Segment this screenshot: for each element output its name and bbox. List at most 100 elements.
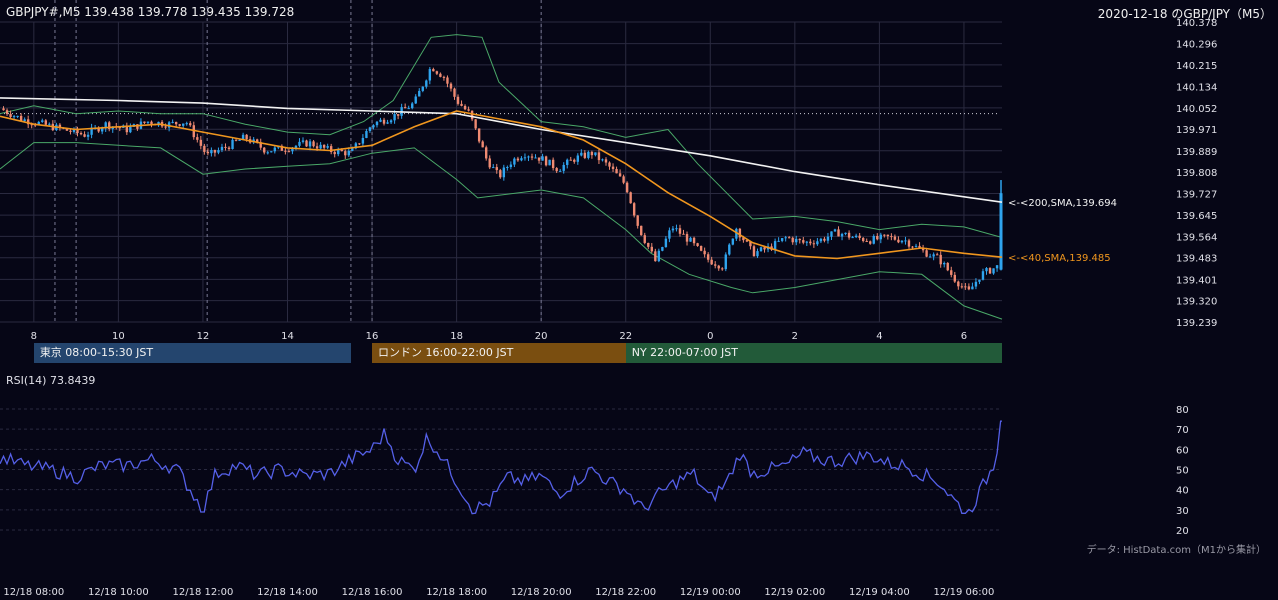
candle-body <box>516 158 520 161</box>
rsi-x-tick-label: 12/19 04:00 <box>849 587 910 598</box>
candle-body <box>37 121 40 125</box>
candle-body <box>819 238 823 242</box>
candle-body <box>854 235 858 238</box>
rsi-x-tick-label: 12/18 16:00 <box>342 587 403 598</box>
candle-body <box>992 268 995 274</box>
candle-body <box>488 158 491 168</box>
rsi-x-tick-label: 12/19 00:00 <box>680 587 741 598</box>
price-x-tick-label: 0 <box>707 331 713 342</box>
candle-body <box>329 146 333 153</box>
candle-body <box>939 254 942 265</box>
candle-body <box>495 167 498 171</box>
rsi-tick-label: 20 <box>1176 526 1189 537</box>
candle-body <box>492 167 495 169</box>
candle-body <box>703 250 706 255</box>
candle-body <box>731 238 735 245</box>
candle-body <box>203 145 206 152</box>
rsi-tick-label: 40 <box>1176 486 1189 497</box>
candle-body <box>26 119 30 125</box>
price-tick-label: 139.727 <box>1176 189 1217 200</box>
candle-body <box>594 152 597 156</box>
candle-body <box>79 133 83 135</box>
candle-body <box>784 237 787 239</box>
candle-body <box>650 246 653 252</box>
candle-body <box>622 176 625 183</box>
rsi-tick-label: 70 <box>1176 425 1189 436</box>
price-x-tick-label: 20 <box>535 331 548 342</box>
candle-body <box>171 121 174 123</box>
candle-body <box>418 90 421 97</box>
candle-body <box>555 168 558 172</box>
candle-body <box>470 110 474 120</box>
candle-body <box>2 108 5 111</box>
candle-body <box>893 236 897 240</box>
candle-body <box>636 215 639 226</box>
candle-body <box>985 268 988 272</box>
candle-body <box>721 268 724 270</box>
candle-body <box>72 128 76 132</box>
candle-body <box>763 247 766 250</box>
candle-body <box>255 139 259 143</box>
candle-body <box>16 115 19 117</box>
candle-body <box>837 229 840 237</box>
candle-body <box>904 240 907 242</box>
candle-body <box>928 256 932 258</box>
candle-body <box>108 122 111 129</box>
candle-body <box>386 122 389 124</box>
candle-body <box>305 140 308 147</box>
candle-body <box>446 77 449 84</box>
candle-body <box>393 114 396 121</box>
candle-body <box>918 245 921 249</box>
candle-body <box>608 162 611 167</box>
candle-body <box>668 230 671 239</box>
candle-body <box>382 119 386 124</box>
candle-body <box>890 236 893 238</box>
rsi-x-tick-label: 12/18 14:00 <box>257 587 318 598</box>
sma40-line-label: <-<40,SMA,139.485 <box>1008 253 1111 264</box>
candle-body <box>502 167 506 178</box>
candle-body <box>337 149 340 155</box>
candle-body <box>745 240 749 242</box>
candle-body <box>921 248 925 251</box>
candle-body <box>604 159 608 163</box>
candle-body <box>65 128 69 131</box>
candle-body <box>284 150 287 152</box>
session-london: ロンドン 16:00-22:00 JST <box>372 343 626 363</box>
candle-body <box>227 147 231 149</box>
candle-body <box>439 73 442 77</box>
candle-body <box>946 262 949 271</box>
candle-body <box>185 123 188 125</box>
candle-body <box>530 156 534 158</box>
candle-body <box>481 141 484 148</box>
candle-body <box>978 279 981 282</box>
candle-body <box>795 238 798 243</box>
candle-body <box>520 158 523 161</box>
candle-body <box>587 151 590 158</box>
candle-body <box>576 155 580 162</box>
candle-body <box>988 268 992 274</box>
candle-body <box>245 134 248 140</box>
candle-body <box>312 141 315 147</box>
candle-body <box>759 247 763 252</box>
candle-body <box>654 251 657 262</box>
rsi-x-tick-label: 12/18 08:00 <box>3 587 64 598</box>
sma200-line <box>0 97 1003 203</box>
candle-body <box>583 152 587 158</box>
rsi-x-tick-label: 12/18 18:00 <box>426 587 487 598</box>
candle-body <box>537 157 541 161</box>
candle-body <box>981 271 985 280</box>
candle-body <box>9 113 12 117</box>
candle-body <box>474 119 477 129</box>
candle-body <box>220 146 224 151</box>
price-x-tick-label: 8 <box>31 331 37 342</box>
price-tick-label: 139.971 <box>1176 125 1217 136</box>
candle-body <box>858 235 861 238</box>
rsi-x-tick-label: 12/18 22:00 <box>595 587 656 598</box>
candle-body <box>911 246 914 248</box>
candle-body <box>625 182 629 193</box>
candle-body <box>100 128 104 132</box>
candle-body <box>414 96 417 104</box>
candle-body <box>375 121 379 126</box>
candle-body <box>953 274 956 282</box>
